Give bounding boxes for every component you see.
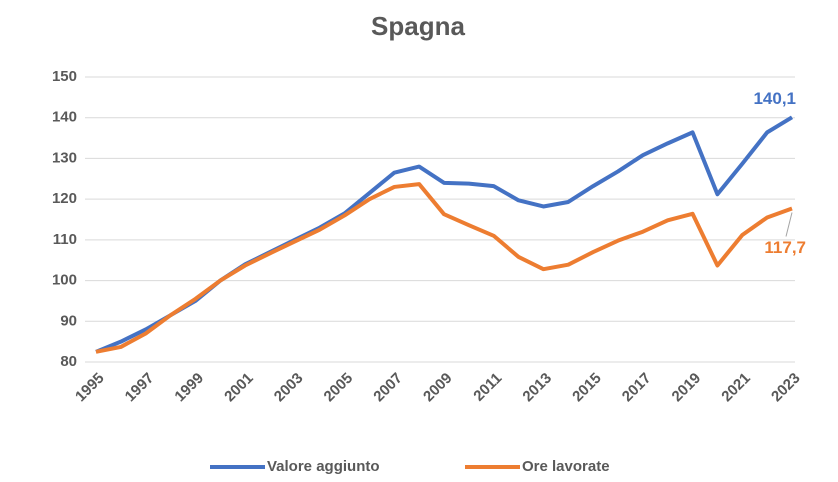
- x-tick-label: 2007: [370, 370, 406, 406]
- line: [95, 115, 794, 354]
- y-tick-label: 90: [60, 312, 77, 329]
- x-tick-label: 2017: [619, 370, 655, 406]
- y-tick-label: 110: [53, 231, 77, 248]
- data-label: 117,7: [764, 238, 806, 257]
- x-tick-label: 2005: [321, 370, 357, 406]
- y-tick-label: 120: [52, 190, 77, 207]
- line: [95, 182, 793, 354]
- x-tick-label: 2003: [271, 370, 307, 406]
- leader-line: [785, 212, 793, 237]
- x-tick-label: 2019: [669, 370, 705, 406]
- y-tick-label: 80: [60, 353, 77, 370]
- legend-label: Ore lavorate: [522, 458, 610, 475]
- x-tick-label: 2013: [519, 370, 555, 406]
- x-tick-label: 2011: [470, 370, 505, 405]
- y-tick-label: 140: [52, 109, 77, 126]
- x-tick-label: 2021: [718, 370, 754, 406]
- y-tick-label: 130: [52, 149, 77, 166]
- x-tick-label: 1995: [72, 370, 108, 406]
- y-tick-label: 100: [52, 272, 77, 289]
- x-tick-label: 1997: [122, 370, 158, 406]
- x-tick-label: 2015: [569, 370, 605, 406]
- legend-label: Valore aggiunto: [267, 458, 380, 475]
- x-tick-label: 2001: [221, 370, 257, 406]
- x-tick-label: 2009: [420, 370, 456, 406]
- x-tick-label: 2023: [768, 370, 804, 406]
- chart-title: Spagna: [371, 11, 465, 41]
- x-tick-label: 1999: [171, 370, 207, 406]
- y-tick-label: 150: [52, 68, 77, 85]
- data-label: 140,1: [753, 89, 796, 108]
